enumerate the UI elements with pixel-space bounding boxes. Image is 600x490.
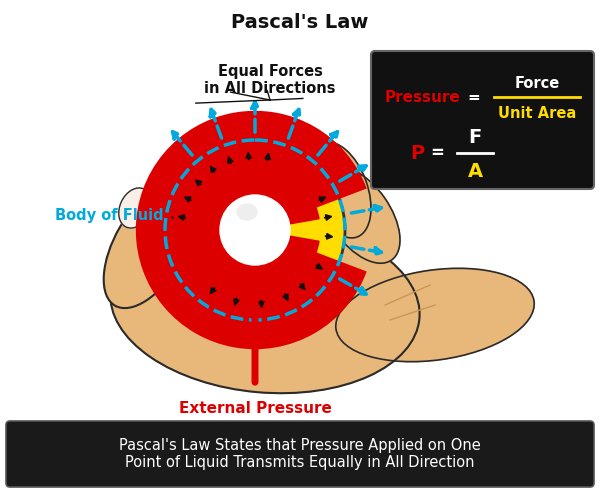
Text: Equal Forces
in All Directions: Equal Forces in All Directions (204, 64, 336, 96)
Ellipse shape (237, 204, 257, 220)
Ellipse shape (104, 182, 196, 308)
Text: Pressure: Pressure (385, 90, 461, 104)
Wedge shape (190, 165, 319, 295)
Circle shape (220, 195, 290, 265)
Text: F: F (469, 127, 482, 147)
Text: P: P (410, 144, 424, 163)
Ellipse shape (110, 217, 419, 393)
Text: A: A (467, 162, 482, 180)
Ellipse shape (336, 269, 534, 362)
Ellipse shape (253, 131, 297, 213)
Circle shape (165, 140, 345, 320)
Text: =: = (467, 90, 480, 104)
Ellipse shape (309, 142, 371, 238)
Ellipse shape (320, 167, 400, 263)
Text: External Pressure: External Pressure (179, 400, 331, 416)
FancyBboxPatch shape (6, 421, 594, 487)
Text: Body of Fluid: Body of Fluid (55, 207, 164, 222)
Ellipse shape (284, 128, 336, 222)
Text: Unit Area: Unit Area (498, 105, 576, 121)
FancyBboxPatch shape (371, 51, 594, 189)
Text: Force: Force (514, 75, 560, 91)
Text: Pascal's Law: Pascal's Law (232, 13, 368, 31)
Text: =: = (430, 144, 444, 162)
Text: Pascal's Law States that Pressure Applied on One
Point of Liquid Transmits Equal: Pascal's Law States that Pressure Applie… (119, 438, 481, 470)
Ellipse shape (119, 188, 151, 228)
